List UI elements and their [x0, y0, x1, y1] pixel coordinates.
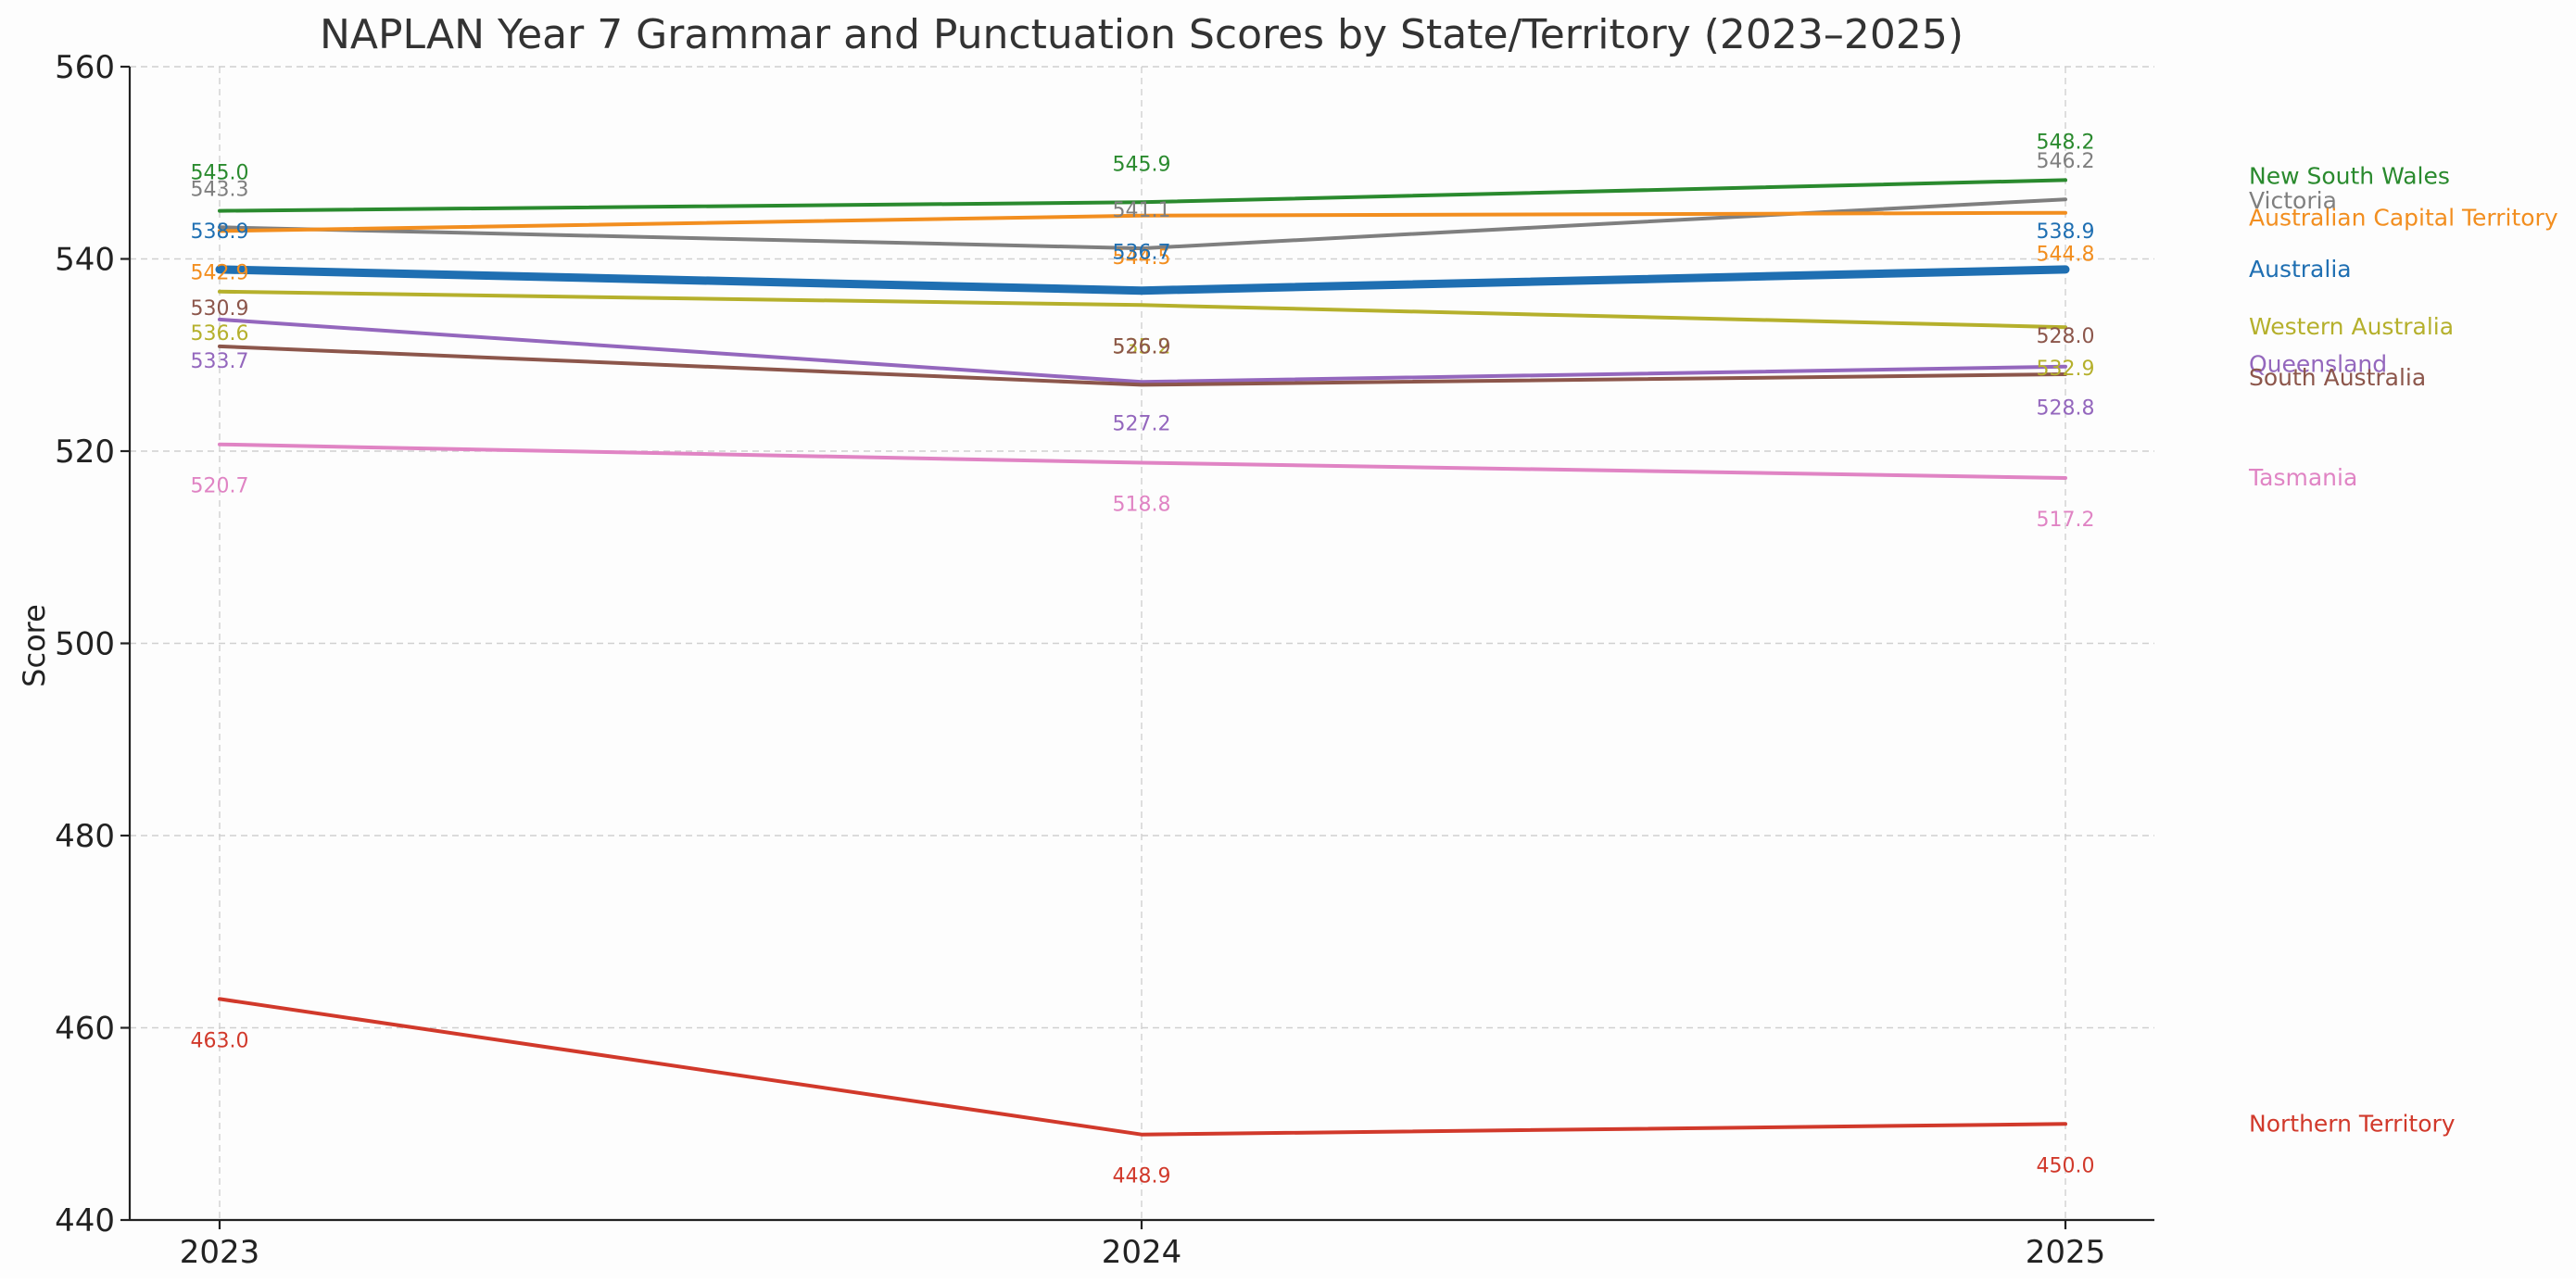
data-label-victoria: 541.1: [1113, 199, 1171, 222]
gridlines: [130, 66, 2154, 1220]
series-line-tasmania: [218, 442, 2067, 480]
data-label-new-south-wales: 545.9: [1113, 153, 1171, 176]
data-label-australian-capital-territory: 544.5: [1113, 246, 1171, 270]
data-label-australia: 538.9: [2037, 220, 2095, 244]
data-label-australian-capital-territory: 542.9: [191, 261, 249, 284]
legend-label-australian-capital-territory: Australian Capital Territory: [2249, 205, 2558, 232]
chart-title: NAPLAN Year 7 Grammar and Punctuation Sc…: [320, 11, 1964, 58]
series-line-australia: [215, 265, 2070, 296]
y-tick-label: 460: [55, 1011, 115, 1048]
data-labels: 545.0 545.9 548.2 543.3 541.1 546.2 542.9 544.5…: [191, 131, 2095, 1188]
data-label-victoria: 546.2: [2037, 150, 2095, 173]
data-label-northern-territory: 463.0: [191, 1029, 249, 1052]
legend-label-northern-territory: Northern Territory: [2249, 1110, 2456, 1137]
data-label-western-australia: 532.9: [2037, 358, 2095, 381]
data-label-south-australia: 526.9: [1113, 335, 1171, 358]
data-label-south-australia: 530.9: [191, 297, 249, 321]
legend-label-victoria: Victoria: [2249, 187, 2337, 214]
data-label-northern-territory: 448.9: [1113, 1165, 1171, 1189]
data-label-tasmania: 520.7: [191, 475, 249, 498]
axes: 440 460 480 500 520 540 560 2023 2024 2025: [55, 49, 2154, 1271]
series-line-western-australia: [218, 289, 2067, 330]
series-line-queensland: [218, 317, 2067, 384]
y-tick-label: 440: [55, 1202, 115, 1239]
data-label-australian-capital-territory: 544.8: [2037, 244, 2095, 267]
data-label-queensland: 527.2: [1113, 412, 1171, 435]
data-label-australia: 538.9: [191, 220, 249, 244]
legend-label-western-australia: Western Australia: [2249, 313, 2454, 340]
y-tick-label: 560: [55, 49, 115, 86]
x-tick-label: 2023: [180, 1234, 260, 1271]
data-label-queensland: 533.7: [191, 350, 249, 373]
y-tick-label: 520: [55, 434, 115, 471]
data-label-tasmania: 518.8: [1113, 493, 1171, 516]
data-label-northern-territory: 450.0: [2037, 1154, 2095, 1177]
series-line-south-australia: [218, 344, 2067, 387]
data-label-victoria: 543.3: [191, 178, 249, 201]
x-tick-label: 2025: [2026, 1234, 2106, 1271]
data-label-western-australia: 535.2: [1113, 335, 1171, 358]
series-line-australian-capital-territory: [218, 210, 2067, 233]
data-label-tasmania: 517.2: [2037, 509, 2095, 532]
data-label-western-australia: 536.6: [191, 322, 249, 346]
legend-label-tasmania: Tasmania: [2248, 464, 2357, 491]
legend-label-australia: Australia: [2249, 256, 2352, 283]
data-label-new-south-wales: 548.2: [2037, 131, 2095, 154]
series-lines: [215, 178, 2070, 1137]
y-tick-label: 500: [55, 626, 115, 663]
x-tick-label: 2024: [1102, 1234, 1182, 1271]
legend-label-queensland: Queensland: [2249, 351, 2387, 378]
data-label-australia: 536.7: [1113, 242, 1171, 265]
y-tick-label: 480: [55, 818, 115, 855]
data-label-south-australia: 528.0: [2037, 325, 2095, 348]
legend-label-new-south-wales: New South Wales: [2249, 162, 2450, 189]
series-line-new-south-wales: [218, 178, 2067, 213]
data-label-queensland: 528.8: [2037, 397, 2095, 421]
y-tick-label: 540: [55, 242, 115, 279]
legend-label-south-australia: South Australia: [2249, 364, 2426, 391]
data-label-new-south-wales: 545.0: [191, 162, 249, 185]
series-line-victoria: [218, 197, 2067, 251]
y-axis-label: Score: [17, 604, 52, 687]
series-line-northern-territory: [218, 997, 2067, 1137]
